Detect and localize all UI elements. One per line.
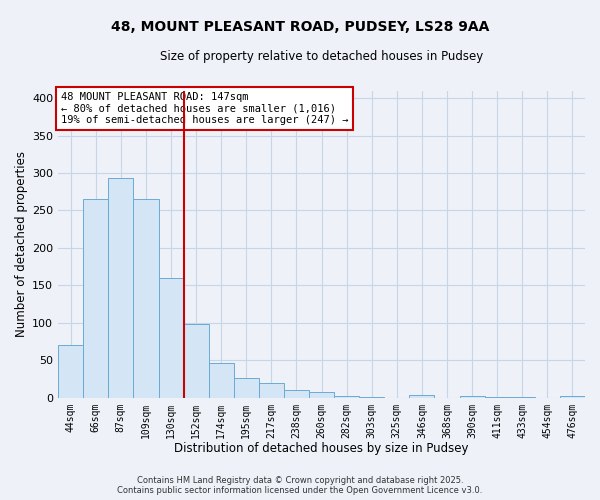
Bar [485, 397, 510, 398]
Text: 48, MOUNT PLEASANT ROAD, PUDSEY, LS28 9AA: 48, MOUNT PLEASANT ROAD, PUDSEY, LS28 9A… [111, 20, 489, 34]
X-axis label: Distribution of detached houses by size in Pudsey: Distribution of detached houses by size … [175, 442, 469, 455]
Bar [284, 390, 309, 398]
Bar [234, 378, 259, 398]
Bar [259, 384, 284, 398]
Bar [409, 396, 434, 398]
Bar [184, 324, 209, 398]
Bar [334, 396, 359, 398]
Text: Contains HM Land Registry data © Crown copyright and database right 2025.
Contai: Contains HM Land Registry data © Crown c… [118, 476, 482, 495]
Bar [309, 392, 334, 398]
Bar [58, 346, 83, 398]
Bar [158, 278, 184, 398]
Bar [359, 397, 384, 398]
Title: Size of property relative to detached houses in Pudsey: Size of property relative to detached ho… [160, 50, 483, 63]
Bar [560, 396, 585, 398]
Bar [510, 397, 535, 398]
Y-axis label: Number of detached properties: Number of detached properties [15, 151, 28, 337]
Text: 48 MOUNT PLEASANT ROAD: 147sqm
← 80% of detached houses are smaller (1,016)
19% : 48 MOUNT PLEASANT ROAD: 147sqm ← 80% of … [61, 92, 348, 126]
Bar [109, 178, 133, 398]
Bar [209, 362, 234, 398]
Bar [133, 199, 158, 398]
Bar [460, 396, 485, 398]
Bar [83, 199, 109, 398]
